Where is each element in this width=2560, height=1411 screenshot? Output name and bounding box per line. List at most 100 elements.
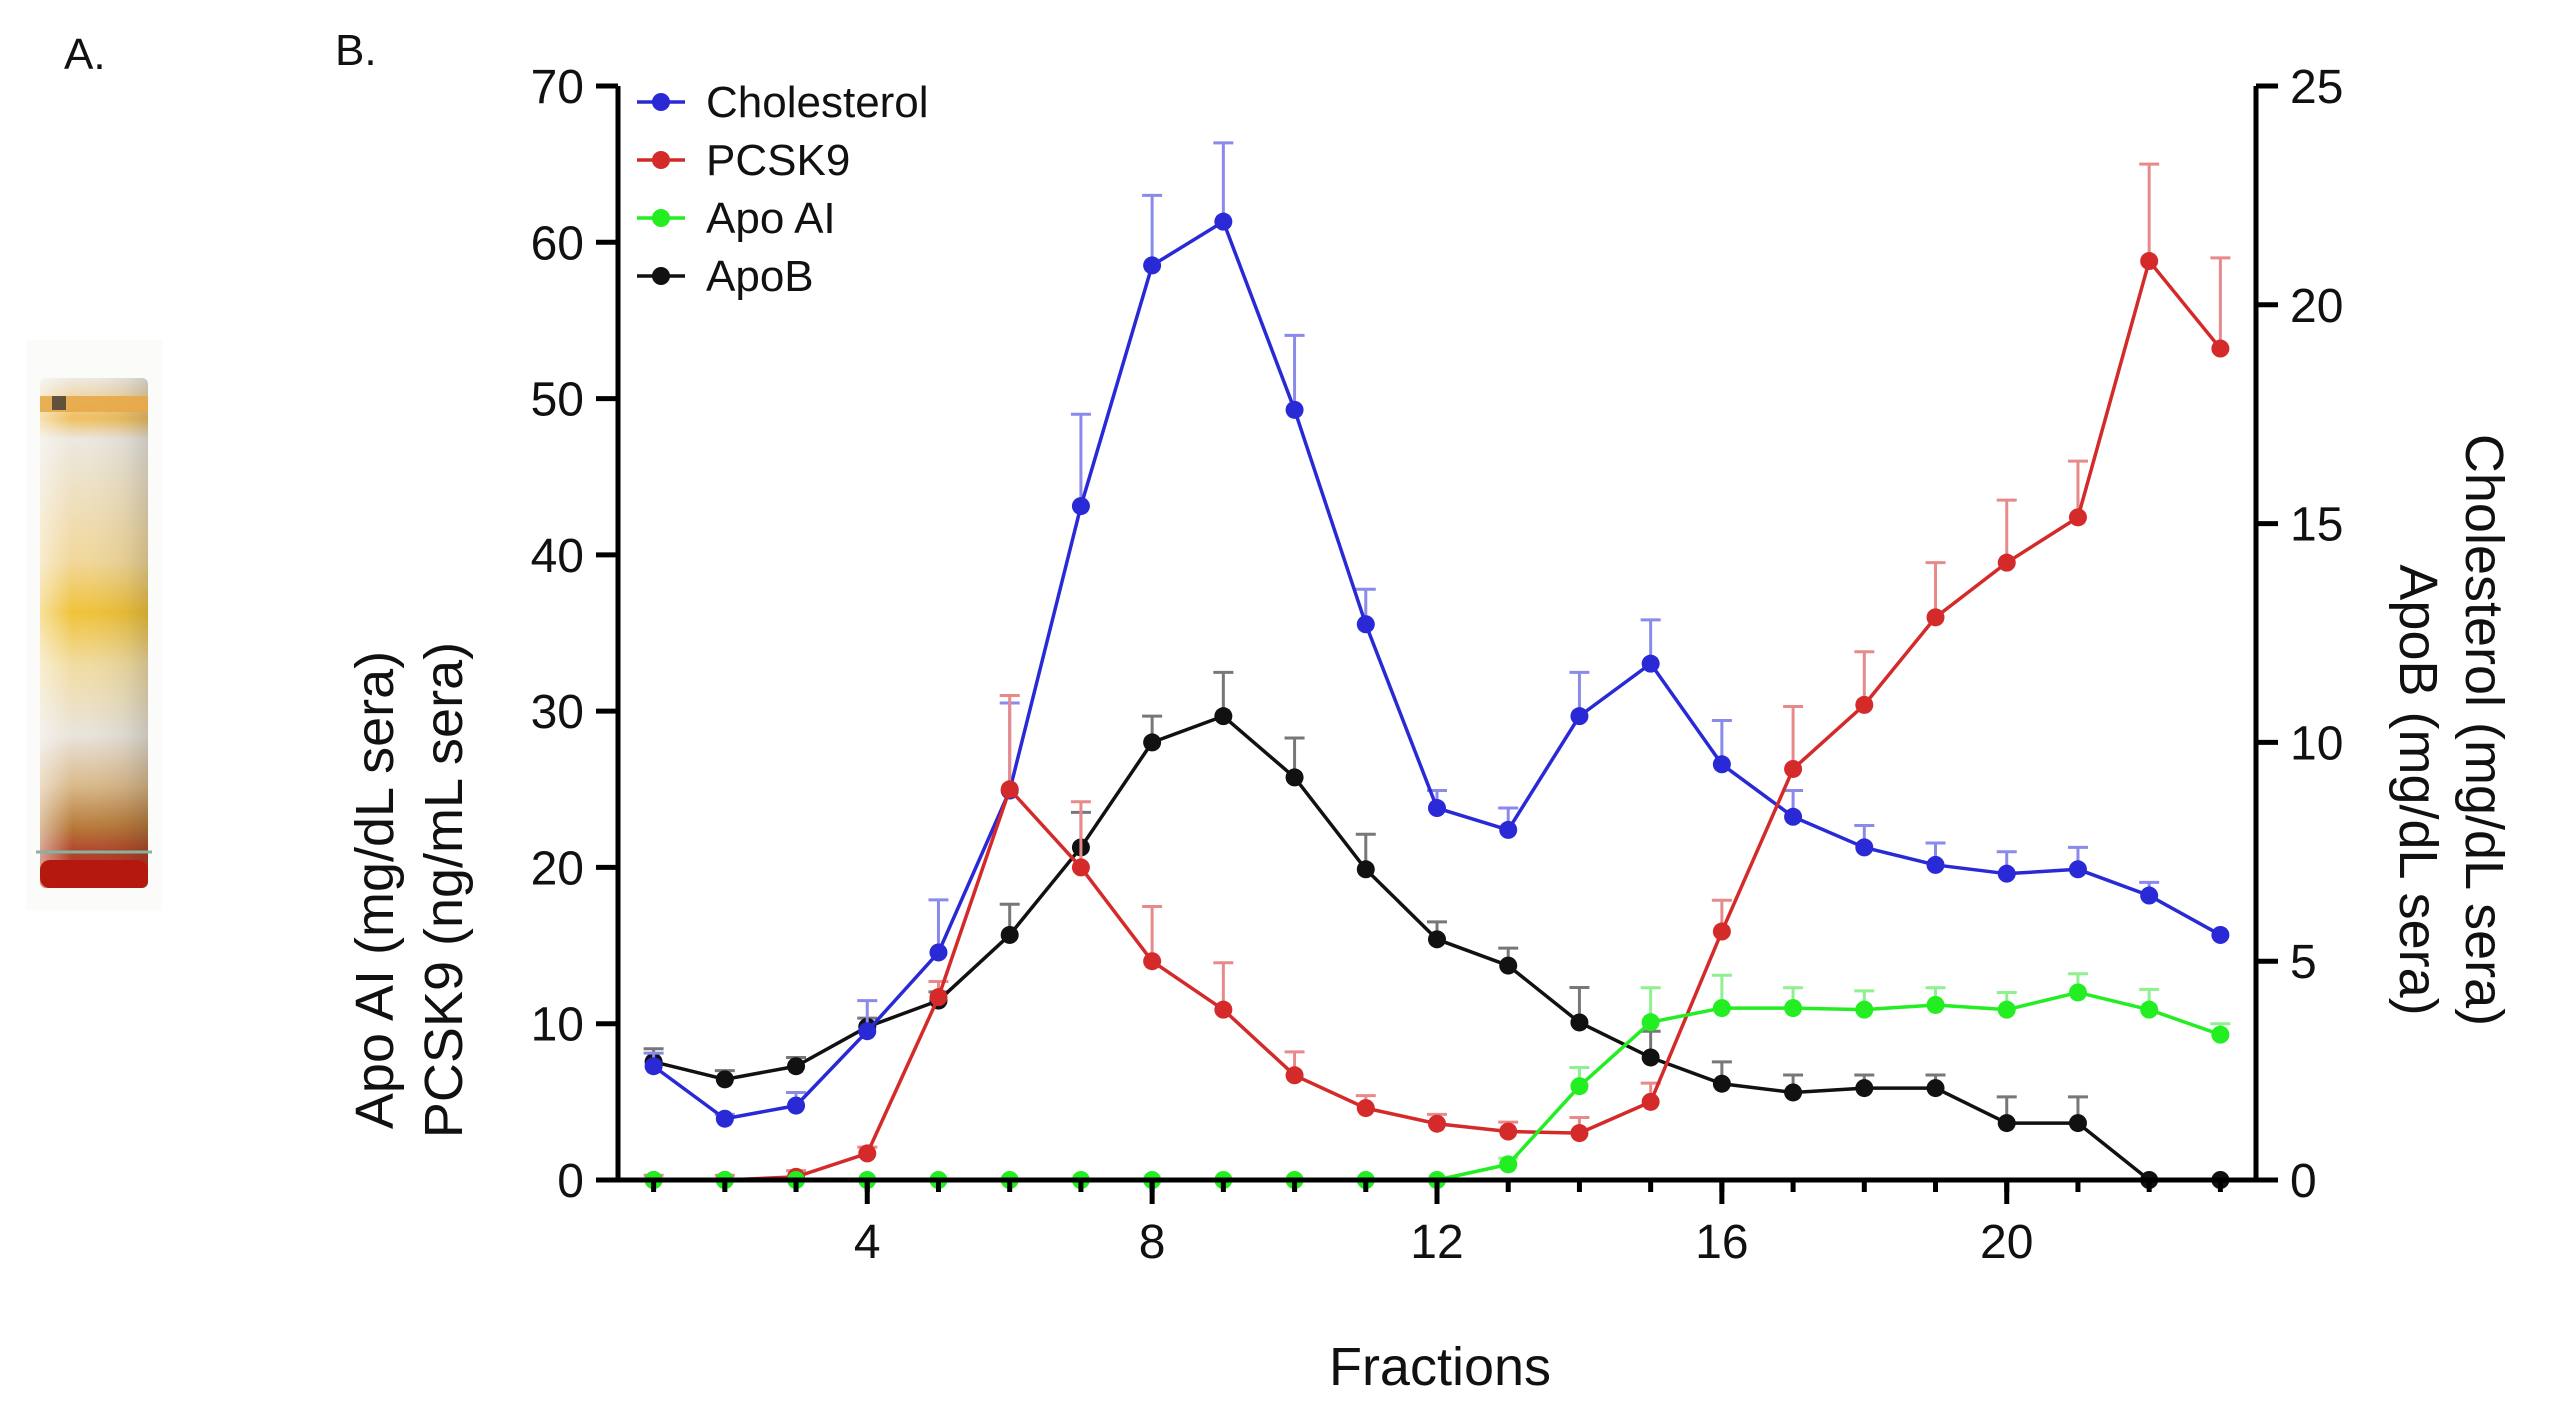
data-point-apo-ai xyxy=(1855,1000,1874,1019)
x-tick-label: 12 xyxy=(1410,1216,1463,1269)
data-point-apob xyxy=(787,1057,806,1076)
left-tick-label: 70 xyxy=(531,61,584,114)
chart-legend: Cholesterol PCSK9 Apo AI ApoB xyxy=(637,78,929,301)
right-y-ticks: 0 5 10 15 20 25 xyxy=(2256,61,2343,1208)
data-point-cholesterol xyxy=(1784,807,1803,826)
legend-marker-cholesterol xyxy=(652,93,670,111)
left-y-ticks: 0 10 20 30 40 50 60 70 xyxy=(531,61,618,1208)
series-cholesterol xyxy=(643,141,2230,1128)
legend-marker-apo-ai xyxy=(652,209,670,227)
left-tick-label: 0 xyxy=(557,1155,584,1208)
data-point-cholesterol xyxy=(1143,256,1162,275)
data-point-apo-ai xyxy=(1499,1155,1518,1174)
data-point-cholesterol xyxy=(1428,799,1446,818)
data-point-pcsk9 xyxy=(2211,339,2230,358)
x-tick-label: 4 xyxy=(854,1216,881,1269)
data-point-pcsk9 xyxy=(858,1144,877,1163)
left-axis-title-pcsk9: PCSK9 (ng/mL sera) xyxy=(414,642,474,1138)
legend-label-cholesterol: Cholesterol xyxy=(706,78,929,127)
data-point-apob xyxy=(2068,1114,2087,1133)
right-tick-label: 0 xyxy=(2290,1155,2317,1208)
data-point-pcsk9 xyxy=(1214,1000,1233,1019)
data-point-apob xyxy=(1000,925,1019,944)
data-point-pcsk9 xyxy=(1570,1124,1589,1143)
data-point-cholesterol xyxy=(1285,400,1304,419)
legend-marker-apob xyxy=(652,267,670,285)
left-axis-title-apoai: Apo AI (mg/dL sera) xyxy=(345,651,405,1129)
data-point-apob xyxy=(1926,1079,1945,1098)
series-line-cholesterol xyxy=(652,219,2222,1121)
x-tick-label: 16 xyxy=(1695,1216,1748,1269)
left-tick-label: 20 xyxy=(531,842,584,895)
data-point-apob xyxy=(1143,733,1162,752)
data-point-apob xyxy=(1214,707,1233,726)
legend-label-pcsk9: PCSK9 xyxy=(706,136,850,185)
data-point-cholesterol xyxy=(644,1057,663,1076)
right-tick-label: 25 xyxy=(2290,61,2343,114)
data-point-cholesterol xyxy=(2140,886,2159,905)
data-point-apob xyxy=(1356,860,1375,879)
data-point-cholesterol xyxy=(1997,864,2016,883)
data-point-cholesterol xyxy=(715,1109,734,1128)
legend-label-apob: ApoB xyxy=(706,252,814,301)
data-point-cholesterol xyxy=(1712,755,1731,774)
data-point-apob xyxy=(1499,956,1518,975)
data-point-pcsk9 xyxy=(1428,1114,1446,1133)
data-point-cholesterol xyxy=(2211,925,2230,944)
series-pcsk9 xyxy=(643,162,2231,1189)
data-point-cholesterol xyxy=(1499,820,1518,839)
panel-label-a: A. xyxy=(64,30,106,79)
data-point-pcsk9 xyxy=(1712,922,1731,941)
data-point-pcsk9 xyxy=(1926,608,1945,627)
data-point-apo-ai xyxy=(1712,999,1731,1018)
data-point-apo-ai xyxy=(1570,1077,1589,1096)
data-point-apo-ai xyxy=(1997,1000,2016,1019)
right-tick-label: 10 xyxy=(2290,717,2343,770)
right-tick-label: 20 xyxy=(2290,280,2343,333)
left-tick-label: 40 xyxy=(531,530,584,583)
series-apob xyxy=(643,670,2230,1189)
right-tick-label: 15 xyxy=(2290,499,2343,552)
data-point-apo-ai xyxy=(1926,995,1945,1014)
data-point-cholesterol xyxy=(1641,654,1660,673)
data-point-cholesterol xyxy=(1855,838,1874,857)
data-point-cholesterol xyxy=(1356,615,1375,634)
data-point-pcsk9 xyxy=(2068,508,2087,527)
centrifuge-tube-photo xyxy=(26,340,162,910)
legend-item-apob: ApoB xyxy=(637,252,814,301)
data-point-apob xyxy=(1784,1083,1803,1102)
data-point-apob xyxy=(1641,1048,1660,1067)
legend-marker-pcsk9 xyxy=(652,151,670,169)
data-point-cholesterol xyxy=(787,1096,806,1115)
data-point-cholesterol xyxy=(858,1022,877,1041)
data-point-apob xyxy=(1855,1079,1874,1098)
panel-label-b: B. xyxy=(335,26,377,75)
data-point-apo-ai xyxy=(1784,999,1803,1018)
series-line-pcsk9 xyxy=(653,259,2222,1182)
data-point-pcsk9 xyxy=(1071,858,1090,877)
data-point-pcsk9 xyxy=(1285,1066,1304,1085)
right-axis-title-cholesterol: Cholesterol (mg/dL sera) xyxy=(2454,434,2514,1026)
left-tick-label: 10 xyxy=(531,999,584,1052)
data-point-pcsk9 xyxy=(2140,252,2159,271)
data-point-pcsk9 xyxy=(1784,759,1803,778)
data-point-pcsk9 xyxy=(1641,1092,1660,1111)
left-tick-label: 30 xyxy=(531,686,584,739)
chart-plot-area xyxy=(643,141,2231,1189)
data-point-apo-ai xyxy=(2140,1000,2159,1019)
data-point-apob xyxy=(1428,930,1446,949)
x-tick-label: 8 xyxy=(1139,1216,1166,1269)
data-point-pcsk9 xyxy=(1855,695,1874,714)
x-tick-label: 20 xyxy=(1980,1216,2033,1269)
data-point-cholesterol xyxy=(1071,497,1090,516)
legend-item-cholesterol: Cholesterol xyxy=(637,78,929,127)
right-tick-label: 5 xyxy=(2290,936,2317,989)
data-point-apo-ai xyxy=(1641,1013,1660,1032)
data-point-pcsk9 xyxy=(929,988,948,1007)
x-axis-title: Fractions xyxy=(1329,1337,1551,1397)
data-point-pcsk9 xyxy=(1000,780,1019,799)
data-point-apo-ai xyxy=(2211,1025,2230,1044)
right-axis-title-apob: ApoB (mg/dL sera) xyxy=(2388,564,2448,1015)
data-point-cholesterol xyxy=(1214,212,1233,231)
